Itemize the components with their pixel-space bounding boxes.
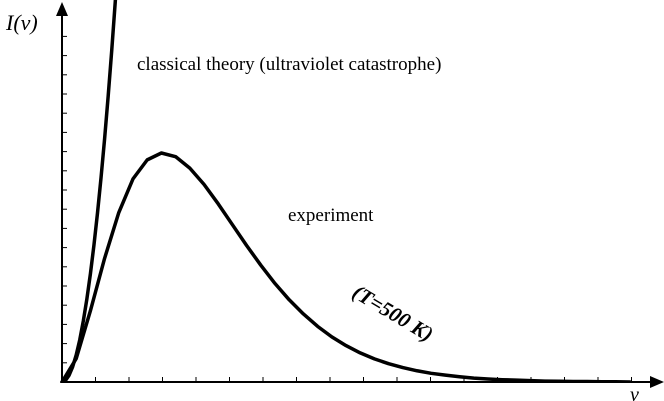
y-axis-arrow <box>56 2 68 16</box>
series-layer <box>60 0 632 383</box>
temperature-label: (T=500 K) <box>348 280 437 347</box>
classical-theory-label: classical theory (ultraviolet catastroph… <box>137 54 441 75</box>
experiment-label: experiment <box>288 205 374 226</box>
x-axis-label: ν <box>630 384 639 401</box>
classical-theory-curve <box>60 0 118 383</box>
x-axis-arrow <box>650 376 664 388</box>
y-axis-label: I(ν) <box>5 10 38 35</box>
experiment-curve <box>60 151 632 383</box>
